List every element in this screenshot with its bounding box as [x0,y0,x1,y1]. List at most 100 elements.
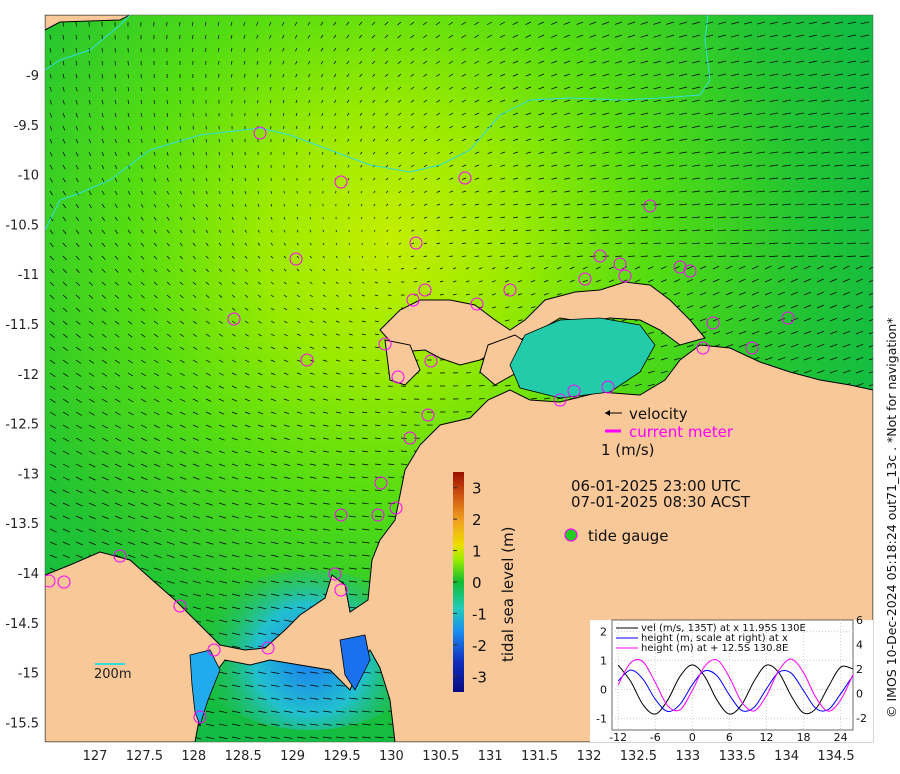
velocity-arrow [140,203,144,208]
velocity-arrow [205,190,208,195]
velocity-arrow [140,476,148,481]
velocity-arrow [821,138,831,141]
velocity-arrow [244,567,253,571]
velocity-arrow [270,671,280,674]
velocity-arrow [205,606,215,610]
velocity-arrow [62,528,70,533]
velocity-arrow [361,346,367,349]
velocity-arrow [192,359,198,363]
velocity-arrow [679,21,688,25]
lon-tick-label: 134.5 [817,749,854,764]
velocity-arrow [491,280,496,283]
velocity-arrow [627,86,636,90]
velocity-arrow [725,265,733,270]
velocity-arrow [321,125,324,129]
velocity-arrow [373,216,376,220]
velocity-arrow [704,138,714,141]
velocity-arrow [602,86,610,90]
velocity-arrow [374,372,380,375]
velocity-arrow [621,384,629,387]
velocity-arrow [49,476,57,481]
velocity-arrow [461,216,467,219]
velocity-arrow [179,580,188,584]
velocity-arrow [487,60,493,64]
velocity-arrow [140,437,147,442]
velocity-arrow [816,357,825,361]
velocity-arrow [218,307,223,311]
lat-tick-label: -10.5 [5,218,39,233]
velocity-arrow [423,112,428,116]
velocity-arrow [756,112,766,115]
velocity-arrow [179,411,186,415]
velocity-arrow [666,151,675,154]
velocity-arrow [257,515,265,519]
velocity-arrow [114,463,122,468]
velocity-arrow [192,190,195,195]
velocity-arrow [283,489,291,492]
inset-x-tick: 18 [797,731,811,744]
velocity-arrow [499,60,506,64]
velocity-arrow [487,190,493,193]
velocity-arrow [769,60,779,64]
velocity-arrow [699,292,707,296]
velocity-arrow [322,411,329,414]
velocity-arrow [782,73,792,77]
velocity-arrow [62,203,67,209]
velocity-arrow [101,99,104,105]
velocity-arrow [153,99,155,104]
velocity-arrow [777,317,786,322]
velocity-arrow [398,203,402,206]
velocity-arrow [243,60,246,65]
velocity-arrow [474,177,480,180]
velocity-arrow [551,112,558,116]
velocity-arrow [855,278,863,283]
velocity-arrow [140,489,148,494]
velocity-arrow [564,125,571,129]
velocity-arrow [75,242,80,248]
velocity-arrow [218,424,225,428]
velocity-arrow [743,190,753,193]
velocity-arrow [691,73,701,77]
velocity-arrow [127,320,133,325]
velocity-arrow [478,267,483,270]
velocity-arrow [790,304,799,309]
velocity-arrow [576,73,584,77]
velocity-arrow [423,47,428,52]
velocity-arrow [491,306,497,309]
velocity-arrow [127,502,136,507]
velocity-arrow [653,99,662,103]
velocity-arrow [538,47,545,51]
velocity-arrow [179,294,184,299]
velocity-arrow [309,320,314,323]
velocity-arrow [244,424,251,428]
velocity-arrow [361,710,371,713]
velocity-arrow [62,242,67,248]
velocity-arrow [283,723,293,726]
velocity-arrow [283,125,285,130]
velocity-arrow [602,190,610,193]
velocity-arrow [296,697,306,700]
velocity-arrow [595,266,601,270]
velocity-arrow [231,619,241,623]
velocity-arrow [140,528,149,533]
velocity-arrow [795,34,805,38]
velocity-arrow [436,216,441,219]
velocity-arrow [218,216,221,221]
velocity-arrow [283,684,293,687]
velocity-arrow [640,177,649,180]
velocity-arrow [730,216,740,219]
velocity-arrow [322,333,327,336]
velocity-arrow [551,47,558,51]
velocity-arrow [75,307,81,312]
velocity-arrow [49,489,57,494]
velocity-arrow [296,515,304,518]
velocity-arrow [691,164,701,167]
velocity-arrow [49,242,54,248]
velocity-arrow [322,502,330,505]
velocity-arrow [231,359,237,363]
velocity-arrow [500,190,506,193]
velocity-arrow [435,60,441,64]
velocity-arrow [230,60,233,65]
velocity-arrow [564,138,571,141]
velocity-arrow [218,242,222,247]
